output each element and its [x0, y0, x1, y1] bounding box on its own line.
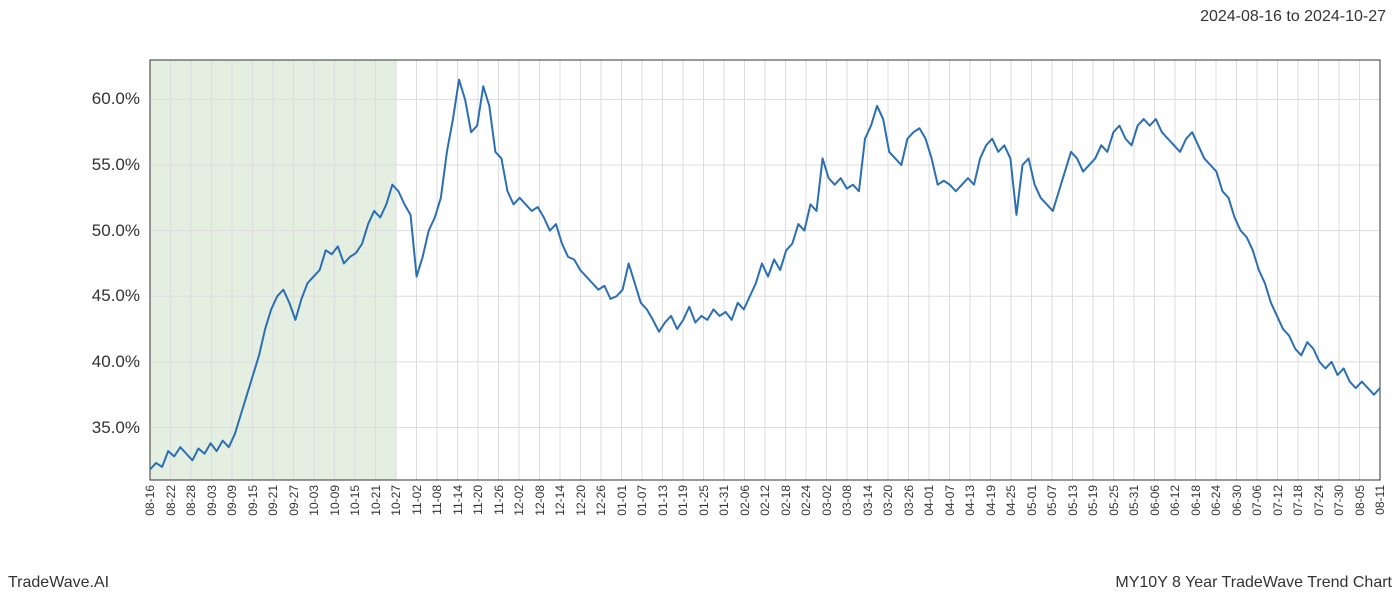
- x-tick-label: 06-06: [1148, 485, 1162, 516]
- x-tick-label: 05-25: [1107, 485, 1121, 516]
- x-tick-label: 11-20: [471, 485, 485, 515]
- x-tick-label: 04-19: [984, 485, 998, 516]
- x-tick-label: 07-30: [1332, 485, 1346, 516]
- x-tick-label: 04-07: [943, 485, 957, 516]
- x-tick-label: 01-31: [717, 485, 731, 516]
- x-tick-label: 08-11: [1373, 485, 1387, 515]
- x-tick-label: 08-22: [164, 485, 178, 516]
- x-tick-label: 03-08: [840, 485, 854, 516]
- x-tick-label: 02-24: [799, 485, 813, 516]
- y-tick-label: 45.0%: [50, 286, 140, 306]
- x-tick-label: 09-15: [246, 485, 260, 516]
- x-tick-label: 11-02: [410, 485, 424, 515]
- x-tick-label: 06-30: [1230, 485, 1244, 516]
- brand-label: TradeWave.AI: [8, 574, 109, 592]
- x-tick-label: 06-12: [1168, 485, 1182, 516]
- x-tick-label: 07-12: [1271, 485, 1285, 516]
- x-tick-label: 03-14: [861, 485, 875, 516]
- y-tick-label: 40.0%: [50, 352, 140, 372]
- chart-container: [150, 60, 1380, 480]
- x-tick-label: 10-21: [369, 485, 383, 516]
- x-tick-label: 12-26: [594, 485, 608, 516]
- x-tick-label: 05-07: [1045, 485, 1059, 516]
- x-tick-label: 12-02: [512, 485, 526, 516]
- y-tick-label: 55.0%: [50, 155, 140, 175]
- x-tick-label: 11-26: [492, 485, 506, 515]
- x-tick-label: 12-08: [533, 485, 547, 516]
- x-tick-label: 07-24: [1312, 485, 1326, 516]
- x-tick-label: 06-24: [1209, 485, 1223, 516]
- x-tick-label: 03-20: [881, 485, 895, 516]
- x-tick-label: 09-21: [266, 485, 280, 516]
- x-tick-label: 04-13: [963, 485, 977, 516]
- x-tick-label: 12-14: [553, 485, 567, 516]
- x-tick-label: 07-06: [1250, 485, 1264, 516]
- x-tick-label: 02-06: [738, 485, 752, 516]
- x-tick-label: 08-28: [184, 485, 198, 516]
- x-tick-label: 11-08: [430, 485, 444, 515]
- x-tick-label: 06-18: [1189, 485, 1203, 516]
- x-tick-label: 02-12: [758, 485, 772, 516]
- x-tick-label: 10-15: [348, 485, 362, 516]
- x-tick-label: 08-16: [143, 485, 157, 516]
- x-tick-label: 05-31: [1127, 485, 1141, 516]
- x-tick-label: 08-05: [1353, 485, 1367, 516]
- x-tick-label: 01-13: [656, 485, 670, 516]
- y-tick-label: 50.0%: [50, 221, 140, 241]
- x-tick-label: 12-20: [574, 485, 588, 516]
- x-tick-label: 02-18: [779, 485, 793, 516]
- x-tick-label: 10-27: [389, 485, 403, 516]
- y-tick-label: 60.0%: [50, 89, 140, 109]
- date-range-label: 2024-08-16 to 2024-10-27: [1200, 8, 1386, 26]
- x-tick-label: 10-09: [328, 485, 342, 516]
- x-tick-label: 01-07: [635, 485, 649, 516]
- x-tick-label: 09-03: [205, 485, 219, 516]
- x-tick-label: 05-01: [1025, 485, 1039, 516]
- x-tick-label: 01-19: [676, 485, 690, 516]
- x-tick-label: 09-27: [287, 485, 301, 516]
- x-tick-label: 07-18: [1291, 485, 1305, 516]
- x-tick-label: 01-25: [697, 485, 711, 516]
- x-tick-label: 09-09: [225, 485, 239, 516]
- x-tick-label: 03-02: [820, 485, 834, 516]
- x-tick-label: 04-25: [1004, 485, 1018, 516]
- x-tick-label: 05-13: [1066, 485, 1080, 516]
- line-chart: [150, 60, 1380, 480]
- x-tick-label: 04-01: [922, 485, 936, 516]
- x-tick-label: 10-03: [307, 485, 321, 516]
- chart-title: MY10Y 8 Year TradeWave Trend Chart: [1115, 574, 1392, 592]
- x-tick-label: 03-26: [902, 485, 916, 516]
- x-tick-label: 01-01: [615, 485, 629, 516]
- x-tick-label: 11-14: [451, 485, 465, 515]
- y-tick-label: 35.0%: [50, 418, 140, 438]
- x-tick-label: 05-19: [1086, 485, 1100, 516]
